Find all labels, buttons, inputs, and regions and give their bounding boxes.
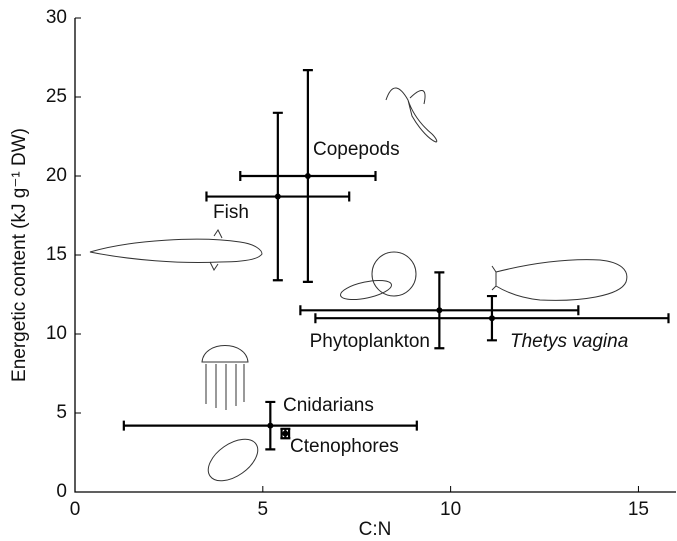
- series-label: Ctenophores: [290, 436, 399, 457]
- series-label: Cnidarians: [283, 395, 374, 416]
- chart: C:N Energetic content (kJ g⁻¹ DW) 0 5 10 15…: [0, 0, 677, 541]
- copepod-sketch: [386, 88, 437, 142]
- y-tick-label: 10: [46, 323, 67, 344]
- point: [436, 307, 442, 313]
- point: [282, 431, 288, 437]
- y-tick-label: 15: [46, 244, 67, 265]
- x-tick-label: 10: [440, 499, 461, 520]
- ctenophore-sketch: [201, 431, 265, 489]
- y-axis-label: Energetic content (kJ g⁻¹ DW): [9, 128, 30, 382]
- salp-sketch: [492, 260, 627, 301]
- y-tick-label: 0: [56, 481, 67, 502]
- x-axis-label: C:N: [359, 519, 392, 540]
- x-tick-label: 5: [258, 499, 269, 520]
- series-label: Copepods: [313, 139, 400, 160]
- point: [305, 173, 311, 179]
- fish-sketch: [90, 239, 262, 262]
- y-tick-label: 25: [46, 86, 67, 107]
- y-tick-label: 20: [46, 165, 67, 186]
- y-tick-label: 5: [56, 402, 67, 423]
- diatom-sketch: [372, 252, 416, 296]
- y-tick-label: 30: [46, 7, 67, 28]
- jellyfish-sketch: [202, 346, 248, 411]
- point: [275, 194, 281, 200]
- x-tick-label: 0: [70, 499, 81, 520]
- series-label: Phytoplankton: [310, 331, 430, 352]
- point: [267, 423, 273, 429]
- axes: [75, 18, 676, 492]
- diatom-sketch: [339, 277, 393, 303]
- x-tick-label: 15: [628, 499, 649, 520]
- series-label: Fish: [213, 202, 249, 223]
- point: [489, 315, 495, 321]
- series-label: Thetys vagina: [510, 331, 628, 352]
- fish-fins: [210, 230, 222, 270]
